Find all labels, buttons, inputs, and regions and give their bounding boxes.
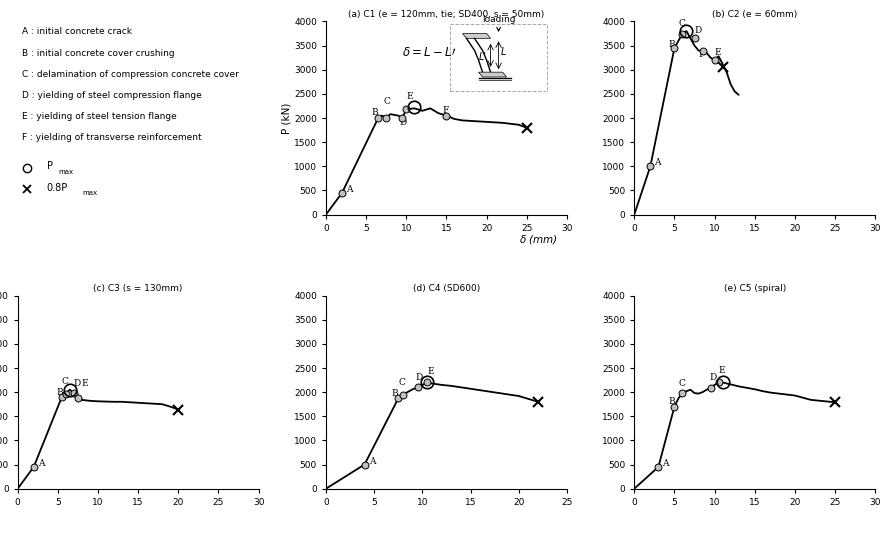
Text: D : yielding of steel compression flange: D : yielding of steel compression flange (22, 91, 202, 100)
Text: D: D (415, 374, 423, 382)
Text: E: E (407, 92, 413, 100)
Text: E: E (427, 367, 434, 376)
Text: A : initial concrete crack: A : initial concrete crack (22, 27, 133, 37)
Text: B : initial concrete cover crushing: B : initial concrete cover crushing (22, 48, 175, 57)
Text: E : yielding of steel tension flange: E : yielding of steel tension flange (22, 112, 178, 121)
Title: (b) C2 (e = 60mm): (b) C2 (e = 60mm) (713, 10, 797, 19)
Y-axis label: P (kN): P (kN) (281, 103, 291, 134)
Text: E: E (714, 48, 721, 57)
Text: D: D (74, 379, 81, 388)
Text: B: B (392, 389, 398, 398)
Text: max: max (83, 190, 98, 197)
Text: F: F (442, 106, 449, 115)
Text: E: E (82, 379, 88, 388)
Text: B: B (668, 40, 674, 49)
Text: A: A (654, 158, 661, 167)
Polygon shape (462, 33, 491, 38)
Text: B: B (372, 108, 378, 117)
Bar (451, 24, 547, 91)
Text: C: C (678, 19, 685, 28)
Text: C : delamination of compression concrete cover: C : delamination of compression concrete… (22, 70, 240, 79)
Text: A: A (662, 459, 669, 468)
Text: D: D (709, 374, 716, 382)
Title: (e) C5 (spiral): (e) C5 (spiral) (724, 285, 786, 293)
Text: $\delta = L - L\prime$: $\delta = L - L\prime$ (402, 46, 456, 60)
Text: A: A (38, 459, 44, 468)
Text: F: F (698, 49, 705, 59)
Text: B: B (668, 397, 674, 405)
Title: (c) C3 (s = 130mm): (c) C3 (s = 130mm) (94, 285, 183, 293)
Text: A: A (370, 456, 376, 466)
Title: (a) C1 (e = 120mm, tie; SD400, s = 50mm): (a) C1 (e = 120mm, tie; SD400, s = 50mm) (348, 10, 545, 19)
Text: D: D (695, 26, 702, 35)
Text: C: C (399, 379, 405, 387)
Text: E: E (719, 366, 725, 375)
Text: L': L' (478, 52, 486, 62)
Polygon shape (478, 72, 507, 77)
Text: P: P (47, 161, 52, 171)
Text: D: D (400, 118, 408, 127)
Text: C: C (384, 97, 391, 106)
Text: max: max (58, 169, 73, 175)
Text: 0.8P: 0.8P (47, 183, 68, 192)
Text: C: C (62, 378, 69, 386)
Text: B: B (57, 388, 63, 397)
Text: $\delta$ (mm): $\delta$ (mm) (519, 233, 558, 246)
Text: A: A (346, 185, 353, 194)
Text: L: L (501, 47, 507, 57)
Text: C: C (678, 379, 685, 388)
Title: (d) C4 (SD600): (d) C4 (SD600) (413, 285, 480, 293)
Text: F : yielding of transverse reinforcement: F : yielding of transverse reinforcement (22, 134, 202, 142)
Text: loading: loading (482, 15, 515, 31)
